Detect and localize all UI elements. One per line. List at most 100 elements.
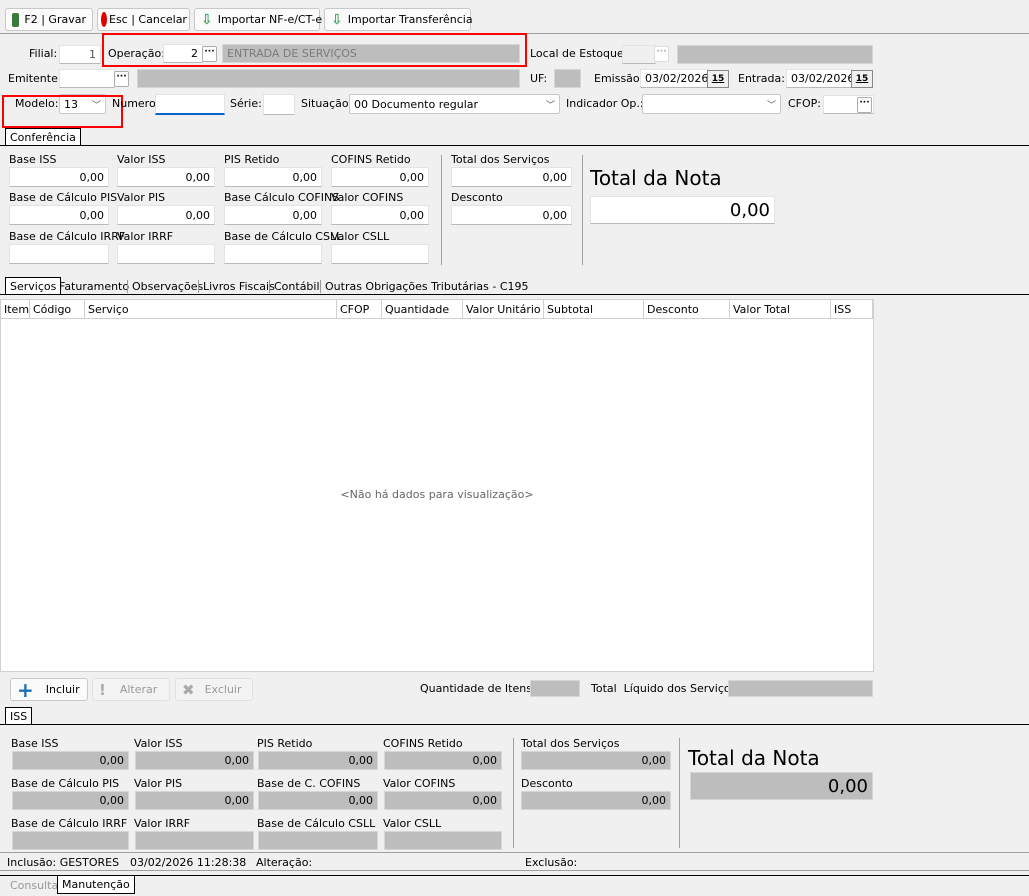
modelo-select[interactable]: 13 ﹀ xyxy=(59,94,106,114)
value-field[interactable]: 0,00 xyxy=(117,167,215,187)
column-header[interactable]: CFOP xyxy=(337,300,382,319)
emitente-label: Emitente: xyxy=(8,72,62,85)
filial-label: Filial: xyxy=(29,47,58,60)
tab-2[interactable]: Observações xyxy=(132,279,204,293)
column-header[interactable]: Serviço xyxy=(85,300,337,319)
field-label: Valor ISS xyxy=(117,153,166,166)
value-field[interactable] xyxy=(9,244,109,264)
import-transfer-button[interactable]: ⇩ Importar Transferência xyxy=(324,8,473,31)
field-label: Valor PIS xyxy=(134,777,183,790)
emitente-input[interactable] xyxy=(59,69,115,88)
incluir-button[interactable]: + Incluir xyxy=(10,678,88,701)
local-estoque-description xyxy=(677,45,873,64)
indicador-select[interactable]: ﹀ xyxy=(642,94,781,114)
tab-1[interactable]: Faturamento xyxy=(59,279,130,293)
field-label: Valor IRRF xyxy=(117,230,174,243)
desconto-field[interactable]: 0,00 xyxy=(451,205,572,225)
tab-consulta[interactable]: Consulta xyxy=(10,878,59,892)
field-label: Base de Cálculo CSLL xyxy=(257,817,376,830)
tab-5[interactable]: Outras Obrigações Tributárias - C195 xyxy=(325,279,529,293)
local-estoque-lookup-button: ··· xyxy=(654,46,669,62)
numero-input[interactable] xyxy=(155,94,225,115)
operacao-input[interactable]: 2 xyxy=(163,44,203,63)
prohibited-icon xyxy=(101,12,107,27)
value-field xyxy=(258,831,378,850)
import-nfe-button[interactable]: ⇩ Importar NF-e/CT-e xyxy=(194,8,322,31)
tab-4[interactable]: Contábil xyxy=(274,279,320,293)
qtd-itens-field xyxy=(530,680,580,697)
field-label: Base de Cálculo PIS xyxy=(9,191,118,204)
column-header[interactable]: Valor Unitário xyxy=(463,300,544,319)
value-field xyxy=(12,831,129,850)
value-field[interactable]: 0,00 xyxy=(9,205,109,225)
value-field: 0,00 xyxy=(12,791,129,810)
entrada-date-input[interactable]: 03/02/2026 xyxy=(786,69,852,88)
tab-separator xyxy=(269,280,270,293)
value-field: 0,00 xyxy=(135,791,254,810)
floppy-icon xyxy=(12,12,20,27)
serie-input[interactable] xyxy=(263,94,295,115)
tab-3[interactable]: Livros Fiscais xyxy=(203,279,275,293)
divider xyxy=(0,145,1029,146)
value-field[interactable] xyxy=(117,244,215,264)
tab-0[interactable]: Serviços xyxy=(5,277,62,295)
download-arrow-icon: ⇩ xyxy=(201,11,213,28)
column-header[interactable]: Desconto xyxy=(644,300,730,319)
divider xyxy=(0,294,1029,295)
cancel-button[interactable]: Esc | Cancelar xyxy=(97,8,190,31)
services-grid[interactable]: Item Código Serviço CFOP Quantidade Valor Uni… xyxy=(0,299,874,672)
column-header[interactable]: ISS xyxy=(831,300,873,319)
value-field[interactable]: 0,00 xyxy=(117,205,215,225)
status-bar: Inclusão: GESTORES 03/02/2026 11:28:38 A… xyxy=(0,852,1029,871)
divider xyxy=(0,724,1029,725)
highlight-box-modelo xyxy=(2,95,123,128)
operacao-lookup-button[interactable]: ··· xyxy=(202,46,217,62)
numero-label: Numero: xyxy=(112,97,160,110)
iss-total-servicos-field: 0,00 xyxy=(521,751,671,770)
excluir-button: ✖ Excluir xyxy=(175,678,253,701)
iss-desconto-field: 0,00 xyxy=(521,791,671,810)
column-header[interactable]: Item xyxy=(1,300,30,319)
value-field[interactable] xyxy=(331,244,429,264)
tab-manutencao[interactable]: Manutenção xyxy=(57,876,135,894)
value-field[interactable] xyxy=(224,244,322,264)
calendar-icon[interactable]: 15 xyxy=(851,70,873,88)
column-header[interactable]: Código xyxy=(30,300,85,319)
situacao-select[interactable]: 00 Documento regular ﹀ xyxy=(349,94,560,114)
total-servicos-label: Total dos Serviços xyxy=(451,153,550,166)
iss-total-nota-field: 0,00 xyxy=(690,772,873,800)
field-label: Base de C. COFINS xyxy=(257,777,361,790)
total-liquido-field xyxy=(728,680,873,697)
tab-conferencia[interactable]: Conferência xyxy=(5,128,81,146)
uf-label: UF: xyxy=(530,72,548,85)
grid-header: Item Código Serviço CFOP Quantidade Valor Uni… xyxy=(1,300,873,319)
field-label: Valor CSLL xyxy=(331,230,390,243)
save-button[interactable]: F2 | Gravar xyxy=(5,8,93,31)
divider xyxy=(679,738,680,848)
toolbar: F2 | Gravar Esc | Cancelar ⇩ Importar NF… xyxy=(0,0,1029,34)
emissao-date-input[interactable]: 03/02/2026 xyxy=(640,69,708,88)
total-liquido-label: Total Líquido dos Serviços: xyxy=(591,682,741,695)
serie-label: Série: xyxy=(230,97,262,110)
total-servicos-field: 0,00 xyxy=(451,167,572,187)
plus-icon: + xyxy=(17,677,34,702)
tab-iss[interactable]: ISS xyxy=(5,707,33,725)
value-field[interactable]: 0,00 xyxy=(331,167,429,187)
field-label: PIS Retido xyxy=(257,737,313,750)
column-header[interactable]: Subtotal xyxy=(544,300,644,319)
value-field[interactable]: 0,00 xyxy=(224,167,322,187)
emitente-lookup-button[interactable]: ··· xyxy=(114,71,129,87)
column-header[interactable]: Quantidade xyxy=(382,300,463,319)
value-field[interactable]: 0,00 xyxy=(224,205,322,225)
calendar-icon[interactable]: 15 xyxy=(707,70,729,88)
iss-total-servicos-label: Total dos Serviços xyxy=(521,737,620,750)
column-header[interactable]: Valor Total xyxy=(730,300,831,319)
chevron-down-icon: ﹀ xyxy=(766,100,776,111)
total-nota-label: Total da Nota xyxy=(590,166,722,190)
value-field: 0,00 xyxy=(12,751,129,770)
value-field[interactable]: 0,00 xyxy=(331,205,429,225)
filial-input[interactable]: 1 xyxy=(59,45,101,64)
value-field[interactable]: 0,00 xyxy=(9,167,109,187)
cfop-lookup-button[interactable]: ··· xyxy=(857,97,872,113)
uf-field xyxy=(554,69,581,88)
